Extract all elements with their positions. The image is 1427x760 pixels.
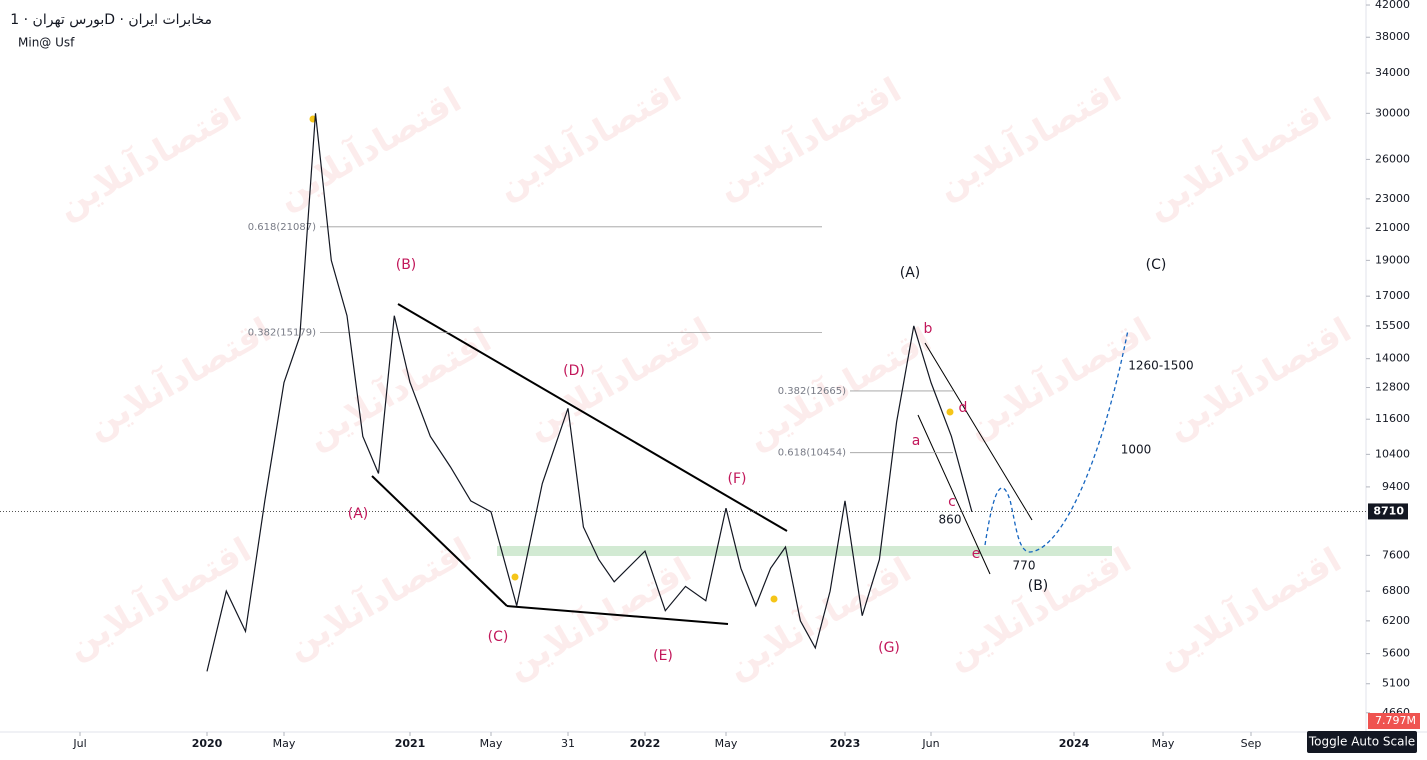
wave-label: 1260-1500: [1128, 359, 1193, 373]
y-tick-label: 14000: [1375, 352, 1410, 365]
wave-label: (A): [900, 265, 921, 281]
x-tick-label: May: [1152, 737, 1175, 750]
wave-label: c: [948, 494, 956, 510]
x-tick-label: 2021: [395, 737, 426, 750]
fib-label: 0.618(10454): [778, 448, 846, 459]
support-zone: [497, 546, 1112, 556]
y-tick-label: 21000: [1375, 221, 1410, 234]
projection: [984, 329, 1129, 553]
y-tick-label: 10400: [1375, 447, 1410, 460]
wave-label: (E): [653, 648, 673, 664]
volume-label: 7.797M: [1375, 714, 1416, 727]
wave-label: (G): [878, 640, 900, 656]
marker: [511, 573, 519, 581]
y-tick-label: 23000: [1375, 192, 1410, 205]
fib-label: 0.618(21087): [248, 222, 316, 233]
y-tick-label: 5100: [1382, 677, 1410, 690]
wave-label: a: [912, 433, 921, 449]
trend-lines: [371, 303, 788, 625]
fib-label: 0.382(15179): [248, 328, 316, 339]
wave-label: (B): [1028, 578, 1049, 594]
last-price-box: [1368, 503, 1408, 520]
y-tick-label: 30000: [1375, 106, 1410, 119]
wave-label: e: [972, 546, 981, 562]
wave-label: 860: [939, 513, 962, 527]
auto-scale-button[interactable]: [1307, 731, 1417, 753]
x-tick-label: May: [480, 737, 503, 750]
y-tick-label: 34000: [1375, 66, 1410, 79]
y-tick-label: 7600: [1382, 548, 1410, 561]
trend-line: [397, 303, 788, 532]
x-tick-label: 2020: [192, 737, 223, 750]
x-tick-label: Jun: [921, 737, 939, 750]
wave-label: 1000: [1121, 443, 1152, 457]
indicator-name: Min@ Usf: [18, 36, 75, 50]
y-tick-label: 9400: [1382, 480, 1410, 493]
channel-line: [917, 414, 991, 575]
wave-label: b: [924, 321, 933, 337]
y-tick-label: 5600: [1382, 647, 1410, 660]
wave-label: (C): [488, 629, 509, 645]
y-tick-label: 17000: [1375, 289, 1410, 302]
auto-scale-label[interactable]: Toggle Auto Scale: [1308, 735, 1415, 749]
x-tick-label: May: [273, 737, 296, 750]
y-tick-label: 11600: [1375, 412, 1410, 425]
y-tick-label: 6800: [1382, 584, 1410, 597]
trend-line: [371, 475, 508, 607]
price-line: [206, 113, 973, 672]
y-tick-label: 15500: [1375, 319, 1410, 332]
x-tick-label: 2024: [1059, 737, 1090, 750]
marker: [946, 408, 954, 416]
x-tick-label: May: [715, 737, 738, 750]
wave-label: (B): [396, 257, 417, 273]
wave-label: 770: [1013, 559, 1036, 573]
x-tick-label: 2022: [630, 737, 661, 750]
fib-label: 0.382(12665): [778, 386, 846, 397]
wave-label: (F): [728, 471, 747, 487]
y-tick-label: 38000: [1375, 30, 1410, 43]
y-tick-label: 19000: [1375, 253, 1410, 266]
wave-label: (C): [1146, 257, 1167, 273]
volume-box: [1368, 713, 1420, 729]
y-tick-label: 42000: [1375, 0, 1410, 11]
x-tick-label: Jul: [72, 737, 86, 750]
wave-label: (D): [563, 363, 585, 379]
x-tick-label: Sep: [1241, 737, 1262, 750]
last-price-label: 8710: [1373, 504, 1404, 517]
channel-lines: [917, 342, 1033, 575]
x-tick-label: 31: [561, 737, 575, 750]
wave-label: (A): [348, 506, 369, 522]
y-tick-label: 6200: [1382, 614, 1410, 627]
trend-line: [506, 605, 729, 625]
wave-label: d: [959, 400, 968, 416]
y-tick-label: 26000: [1375, 152, 1410, 165]
x-tick-label: 2023: [830, 737, 861, 750]
marker: [770, 595, 778, 603]
symbol-title: بورس تهران · 1D · مخابرات ایران: [10, 12, 212, 28]
channel-line: [924, 342, 1033, 521]
y-tick-label: 12800: [1375, 381, 1410, 394]
